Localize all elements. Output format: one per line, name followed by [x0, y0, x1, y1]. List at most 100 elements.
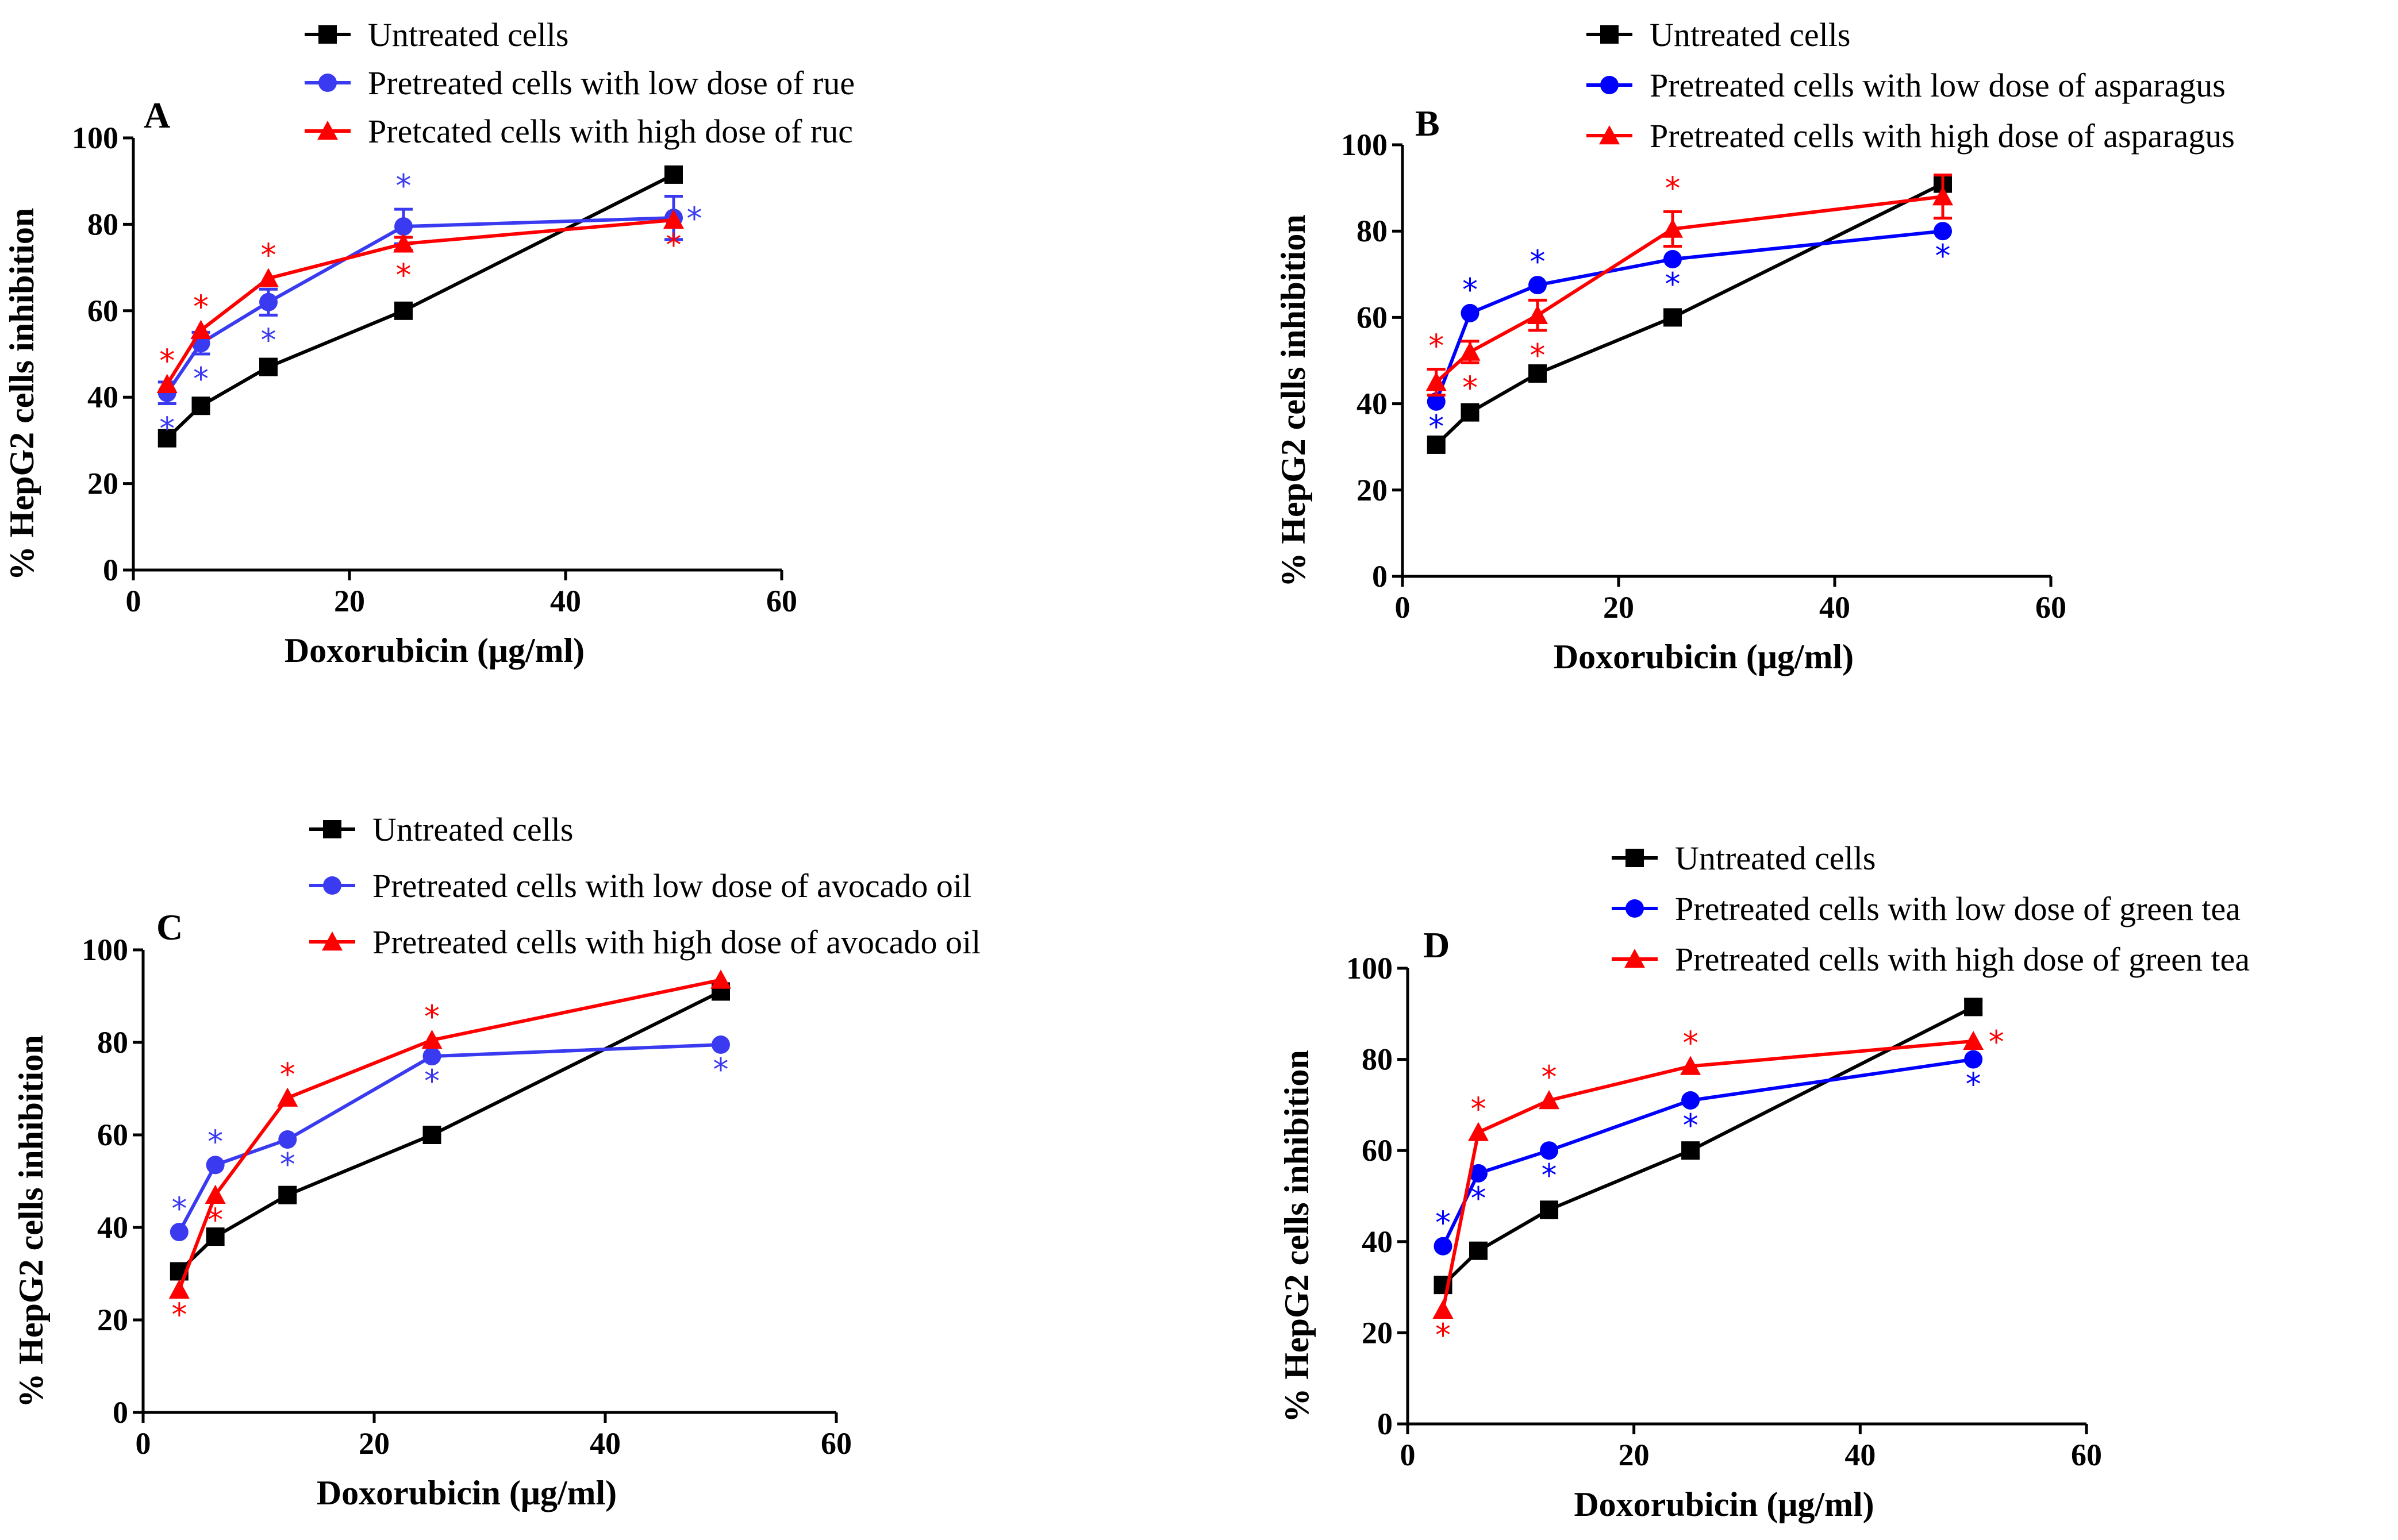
- data-point: [278, 1185, 297, 1204]
- legend-label: Pretreated cells with low dose of green …: [1675, 890, 2241, 927]
- panel-letter: C: [156, 907, 183, 948]
- series-line: [178, 1043, 721, 1233]
- data-point: [422, 1047, 441, 1066]
- data-point: [1539, 1089, 1560, 1110]
- y-tick-label: 0: [1377, 1407, 1393, 1441]
- significance-star: *: [1665, 266, 1681, 302]
- significance-star: *: [1542, 1059, 1557, 1095]
- significance-star: *: [687, 201, 702, 237]
- data-point: [1461, 303, 1479, 322]
- y-tick-label: 80: [1356, 214, 1388, 248]
- x-axis-title: Doxorubicin (μg/ml): [1554, 638, 1854, 676]
- legend-label: Untreated cells: [1650, 16, 1850, 53]
- y-tick-label: 100: [1346, 951, 1393, 985]
- y-tick-label: 100: [72, 121, 118, 155]
- data-point: [1434, 1237, 1452, 1256]
- data-point: [1663, 308, 1682, 327]
- data-point: [259, 292, 278, 311]
- significance-star: *: [1683, 1107, 1698, 1144]
- x-tick-label: 60: [821, 1426, 852, 1461]
- y-tick-label: 40: [97, 1210, 128, 1245]
- significance-star: *: [396, 257, 412, 294]
- data-point: [1469, 1241, 1488, 1260]
- x-tick-label: 40: [1819, 590, 1850, 625]
- significance-star: *: [280, 1057, 295, 1093]
- significance-star: *: [171, 1297, 187, 1333]
- data-point: [1680, 1056, 1701, 1075]
- data-point: [1469, 1164, 1488, 1183]
- series-triangle: [1425, 174, 1953, 397]
- series-line: [178, 990, 722, 1273]
- data-point: [168, 1279, 190, 1299]
- significance-star: *: [261, 322, 276, 358]
- series-triangle: [156, 209, 684, 393]
- series-square: [1427, 174, 1952, 454]
- panel-letter: D: [1423, 925, 1450, 965]
- legend-label: Untreated cells: [372, 811, 573, 848]
- data-point: [1427, 435, 1446, 454]
- series-line: [1435, 182, 1944, 446]
- data-point: [394, 301, 413, 320]
- data-point: [1662, 218, 1683, 238]
- y-tick-label: 80: [1362, 1042, 1393, 1077]
- data-point: [1528, 276, 1547, 295]
- significance-star: *: [1989, 1024, 2004, 1060]
- significance-star: *: [207, 1123, 223, 1160]
- significance-star: *: [1471, 1091, 1486, 1127]
- x-tick-label: 40: [550, 584, 581, 618]
- x-axis-title: Doxorubicin (μg/ml): [285, 632, 585, 669]
- y-tick-label: 60: [1356, 300, 1388, 334]
- chart-panel-b: 0 20 40 60 80 100 0 20 40 60 Doxorubicin (μg/ml) % …: [1274, 16, 2235, 676]
- chart-panel-d: 0 20 40 60 80 100 0 20 40 60 Doxorubicin (μg/ml) % …: [1278, 840, 2250, 1523]
- y-tick-label: 20: [87, 467, 118, 501]
- x-tick-label: 20: [359, 1426, 390, 1461]
- legend-label: Untreated cells: [1675, 840, 1876, 877]
- significance-star: *: [1471, 1180, 1486, 1216]
- data-point: [1468, 1122, 1489, 1141]
- series-square: [157, 165, 683, 448]
- significance-star: *: [280, 1146, 295, 1183]
- significance-star: *: [193, 289, 209, 325]
- series-triangle: [1432, 1030, 1984, 1319]
- panel-letter: B: [1415, 103, 1440, 144]
- legend-label: Pretreated cells with high dose of avoca…: [372, 923, 981, 961]
- legend-label: Untreated cells: [368, 16, 568, 53]
- series-square: [170, 982, 730, 1281]
- x-tick-label: 60: [766, 584, 797, 618]
- data-point: [322, 931, 343, 951]
- data-point: [663, 209, 684, 229]
- significance-star: *: [1530, 337, 1546, 374]
- data-point: [712, 1035, 730, 1054]
- x-tick-label: 60: [2035, 590, 2066, 625]
- y-axis-title: % HepG2 cells inhibition: [3, 208, 41, 580]
- x-tick-label: 20: [1619, 1438, 1650, 1472]
- y-tick-label: 20: [97, 1303, 128, 1337]
- x-tick-label: 20: [334, 584, 365, 618]
- x-tick-label: 0: [1395, 590, 1411, 625]
- y-tick-label: 0: [103, 553, 118, 587]
- y-tick-label: 40: [87, 380, 118, 414]
- data-point: [664, 165, 683, 184]
- data-point: [1425, 372, 1447, 391]
- x-tick-label: 0: [126, 584, 141, 618]
- data-point: [1600, 76, 1619, 94]
- legend-label: Pretcated cells with high dose of ruc: [368, 113, 853, 150]
- data-point: [259, 357, 278, 376]
- y-tick-label: 100: [82, 933, 128, 967]
- data-point: [422, 1126, 441, 1144]
- data-point: [1459, 341, 1481, 361]
- series-line: [1434, 229, 1943, 402]
- significance-star: *: [396, 168, 412, 204]
- chart-panel-c: 0 20 40 60 80 100 0 20 40 60 Doxorubicin (μg/ml) % …: [12, 811, 981, 1512]
- data-point: [1932, 186, 1953, 206]
- significance-star: *: [1530, 244, 1546, 280]
- data-point: [421, 1029, 443, 1049]
- y-tick-label: 60: [1362, 1133, 1393, 1168]
- data-point: [191, 396, 210, 415]
- data-point: [710, 969, 731, 989]
- data-point: [1461, 403, 1479, 422]
- y-tick-label: 60: [97, 1118, 128, 1152]
- x-tick-label: 20: [1603, 590, 1634, 625]
- series-circle: [1427, 222, 1952, 411]
